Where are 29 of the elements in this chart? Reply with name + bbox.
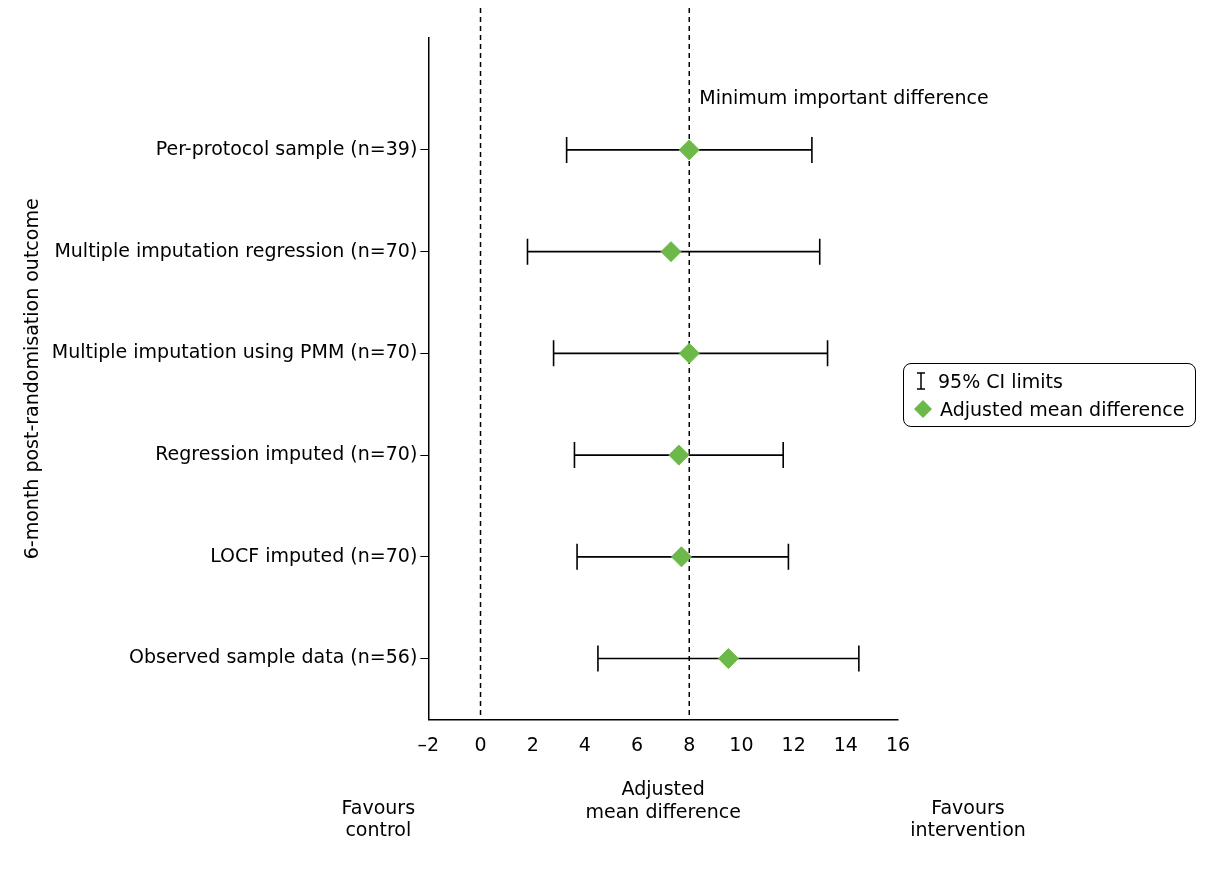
y-tick-label: Multiple imputation using PMM (n=70) [51, 340, 418, 363]
x-axis-title: Adjusted mean difference [585, 776, 741, 822]
y-tick-label: Multiple imputation regression (n=70) [54, 238, 418, 261]
y-tick-label: LOCF imputed (n=70) [210, 543, 418, 566]
point [678, 342, 700, 364]
text: 95% CI limits [938, 370, 1063, 392]
y-tick-label: Regression imputed (n=70) [155, 442, 418, 465]
y-tick-label: Per-protocol sample (n=39) [155, 136, 418, 159]
point [660, 241, 682, 263]
x-tick-label: –2 [417, 732, 440, 755]
x-tick-label: 8 [683, 732, 696, 755]
ref-line-label: Minimum important difference [699, 85, 989, 108]
x-tick-label: 0 [474, 732, 487, 755]
point [668, 444, 690, 466]
point [678, 139, 700, 161]
y-tick-label: Observed sample data (n=56) [128, 645, 418, 668]
y-axis-title: 6-month post-randomisation outcome [20, 198, 43, 560]
x-tick-label: 16 [885, 732, 911, 755]
x-tick-label: 12 [781, 732, 806, 755]
text: Favours control [341, 796, 416, 841]
point [670, 546, 692, 568]
x-tick-label: 14 [833, 732, 858, 755]
x-tick-label: 2 [526, 732, 539, 755]
legend-label: Adjusted mean difference [940, 398, 1185, 420]
x-tick-label: 10 [729, 732, 754, 755]
text: Favours intervention [910, 796, 1026, 841]
point [717, 648, 739, 670]
x-tick-label: 6 [631, 732, 644, 755]
x-tick-label: 4 [578, 732, 591, 755]
